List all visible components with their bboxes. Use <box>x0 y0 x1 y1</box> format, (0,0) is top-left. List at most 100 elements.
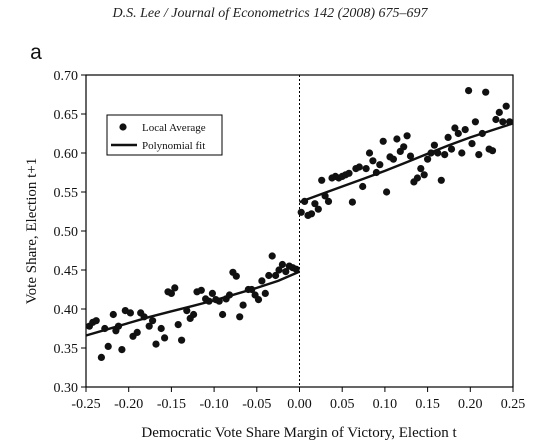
local-average-point <box>362 165 370 173</box>
local-average-point <box>502 102 510 110</box>
local-average-point <box>406 152 415 160</box>
local-average-point <box>488 147 497 155</box>
local-average-point <box>430 141 438 149</box>
local-average-point <box>324 197 333 205</box>
local-average-point <box>434 149 442 157</box>
local-average-points <box>85 87 514 361</box>
y-tick-label: 0.45 <box>54 264 79 279</box>
x-tick-label: 0.00 <box>287 397 312 412</box>
local-average-point <box>441 151 449 159</box>
local-average-point <box>101 324 109 333</box>
legend: Local Average Polynomial fit <box>106 114 223 156</box>
local-average-point <box>301 197 309 205</box>
x-axis-label: Democratic Vote Share Margin of Victory,… <box>141 425 457 441</box>
polynomial-fit-segment-right <box>299 122 514 204</box>
legend-label-polynomial-fit: Polynomial fit <box>142 140 205 152</box>
local-average-point <box>437 176 445 184</box>
x-tick-label: 0.15 <box>415 397 440 412</box>
local-average-point <box>215 297 223 305</box>
y-tick-label: 0.50 <box>54 225 79 240</box>
local-average-point <box>379 137 387 145</box>
x-tick-label: 0.25 <box>501 397 526 412</box>
local-average-point <box>282 268 290 276</box>
local-average-point <box>133 328 141 336</box>
local-average-point <box>454 129 462 138</box>
x-tick-label: -0.15 <box>157 397 186 412</box>
local-average-point <box>275 266 283 274</box>
local-average-point <box>190 310 198 319</box>
x-tick-label: -0.20 <box>114 397 143 412</box>
local-average-point <box>495 108 503 116</box>
local-average-point <box>318 176 326 184</box>
local-average-point <box>458 149 466 157</box>
local-average-point <box>376 161 384 169</box>
local-average-point <box>389 155 397 163</box>
local-average-point <box>447 145 456 153</box>
local-average-point <box>400 143 408 151</box>
local-average-point <box>149 317 157 325</box>
legend-box <box>106 114 223 156</box>
local-average-point <box>126 309 134 317</box>
local-average-point <box>499 118 507 126</box>
local-average-point <box>97 353 105 361</box>
local-average-point <box>183 307 191 315</box>
panel-label: a <box>30 41 42 64</box>
local-average-point <box>254 296 263 304</box>
y-tick-label: 0.55 <box>54 186 79 201</box>
y-tick-label: 0.60 <box>54 147 79 162</box>
local-average-point <box>478 129 486 138</box>
local-average-point <box>311 200 319 208</box>
local-average-point <box>248 285 256 294</box>
local-average-point <box>417 165 425 173</box>
local-average-point <box>444 133 452 141</box>
local-average-point <box>372 168 380 177</box>
local-average-point <box>475 151 483 159</box>
local-average-point <box>236 313 244 321</box>
y-tick-label: 0.65 <box>54 108 79 123</box>
local-average-point <box>424 155 432 163</box>
local-average-point <box>174 321 182 329</box>
journal-header: D.S. Lee / Journal of Econometrics 142 (… <box>112 6 429 21</box>
local-average-point <box>208 289 216 297</box>
x-tick-label: -0.05 <box>242 397 271 412</box>
x-tick-label: 0.05 <box>330 397 355 412</box>
local-average-point <box>145 322 153 330</box>
local-average-point <box>225 291 234 299</box>
local-average-point <box>219 310 227 319</box>
local-average-point <box>413 174 421 182</box>
y-tick-labels: 0.30 0.35 0.40 0.45 0.50 0.55 0.60 0.65 0.70 <box>54 69 79 396</box>
local-average-point <box>297 208 305 216</box>
local-average-point <box>140 313 148 321</box>
local-average-point <box>492 115 500 124</box>
local-average-point <box>272 271 280 280</box>
local-average-point <box>506 118 514 126</box>
local-average-point <box>258 277 266 285</box>
local-average-point <box>465 87 473 95</box>
legend-label-local-average: Local Average <box>142 122 206 134</box>
local-average-point <box>261 289 269 297</box>
y-tick-label: 0.35 <box>54 342 79 357</box>
local-average-point <box>205 297 213 305</box>
local-average-point <box>461 126 469 134</box>
x-tick-label: 0.20 <box>458 397 483 412</box>
local-average-point <box>265 271 273 280</box>
local-average-point <box>178 336 186 344</box>
local-average-point <box>345 169 353 177</box>
x-tick-label: -0.10 <box>200 397 229 412</box>
local-average-point <box>167 289 175 297</box>
y-tick-label: 0.40 <box>54 303 79 318</box>
local-average-point <box>369 157 377 165</box>
x-tick-label: -0.25 <box>71 397 100 412</box>
local-average-point <box>393 135 401 143</box>
axis-ticks <box>81 74 514 392</box>
local-average-point <box>348 198 356 206</box>
local-average-point <box>359 182 367 191</box>
local-average-point <box>161 334 169 342</box>
local-average-point <box>92 317 100 325</box>
local-average-point <box>268 252 276 260</box>
local-average-point <box>197 286 205 294</box>
local-average-point <box>292 265 300 273</box>
local-average-point <box>114 322 123 330</box>
local-average-point <box>171 284 179 292</box>
local-average-point <box>420 171 428 179</box>
